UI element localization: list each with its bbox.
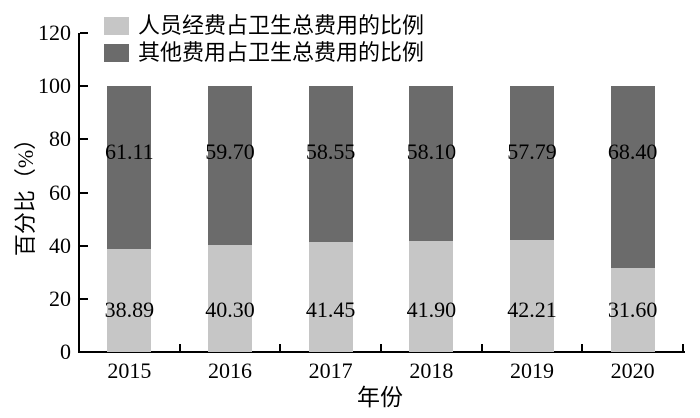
x-tick-label: 2018 xyxy=(409,358,454,383)
x-tick xyxy=(581,344,584,352)
y-tick xyxy=(80,191,88,194)
bar-value-personnel: 40.30 xyxy=(205,297,255,322)
y-tick xyxy=(80,85,88,88)
bar-value-other: 58.55 xyxy=(305,139,356,164)
y-tick-label: 40 xyxy=(49,232,71,258)
bar-value-other: 59.70 xyxy=(205,139,255,164)
x-tick xyxy=(178,344,181,352)
bar-segment-other xyxy=(409,86,454,241)
bar-segment-personnel xyxy=(107,248,152,352)
y-tick xyxy=(80,138,88,141)
x-tick-label: 2016 xyxy=(208,358,252,383)
bar-value-personnel: 41.90 xyxy=(406,297,457,322)
bar-value-other: 61.11 xyxy=(104,139,154,164)
bar-segment-other xyxy=(510,86,554,240)
bar-segment-other xyxy=(107,86,152,249)
x-axis-title: 年份 xyxy=(357,385,403,410)
x-tick xyxy=(279,344,282,352)
legend-item-personnel: 人员经费占卫生总费用的比例 xyxy=(104,12,424,39)
x-tick-label: 2015 xyxy=(107,358,152,383)
bar-segment-personnel xyxy=(510,239,554,352)
legend-label-other: 其他费用占卫生总费用的比例 xyxy=(138,39,425,65)
bar-value-personnel: 42.21 xyxy=(507,297,557,322)
x-tick-label: 2017 xyxy=(308,358,353,383)
y-tick xyxy=(80,244,88,247)
bar-value-other: 58.10 xyxy=(406,139,457,164)
y-tick-label: 60 xyxy=(49,179,71,205)
bar-value-personnel: 31.60 xyxy=(607,297,658,322)
legend-swatch-personnel xyxy=(104,16,129,35)
x-tick xyxy=(380,344,382,352)
x-axis-line xyxy=(78,351,685,353)
y-tick-label: 20 xyxy=(49,285,71,311)
y-tick xyxy=(80,351,88,353)
bar-segment-personnel xyxy=(409,240,454,352)
legend-label-personnel: 人员经费占卫生总费用的比例 xyxy=(138,12,425,38)
x-tick xyxy=(682,344,684,352)
x-tick xyxy=(78,344,80,352)
y-tick-label: 80 xyxy=(49,126,71,152)
bar-segment-other xyxy=(308,86,353,242)
x-tick-label: 2019 xyxy=(510,358,554,383)
bar-segment-other xyxy=(208,86,252,245)
y-tick-label: 120 xyxy=(38,20,71,45)
bar-segment-personnel xyxy=(610,267,655,352)
legend: 人员经费占卫生总费用的比例 其他费用占卫生总费用的比例 xyxy=(104,12,424,66)
y-axis-line xyxy=(78,33,80,353)
y-tick-label: 100 xyxy=(38,73,71,99)
bar-segment-personnel xyxy=(208,244,252,352)
y-tick-label: 0 xyxy=(60,339,71,364)
y-tick xyxy=(80,297,88,300)
bar-value-other: 68.40 xyxy=(607,139,658,164)
bar-value-other: 57.79 xyxy=(507,139,557,164)
x-tick-label: 2020 xyxy=(610,358,655,383)
y-tick xyxy=(80,32,88,34)
bar-value-personnel: 38.89 xyxy=(104,297,155,322)
x-tick xyxy=(480,344,483,352)
legend-swatch-other xyxy=(104,43,129,62)
legend-item-other: 其他费用占卫生总费用的比例 xyxy=(104,39,424,66)
bar-segment-personnel xyxy=(308,241,353,352)
bar-value-personnel: 41.45 xyxy=(305,297,356,322)
bar-segment-other xyxy=(610,86,655,268)
